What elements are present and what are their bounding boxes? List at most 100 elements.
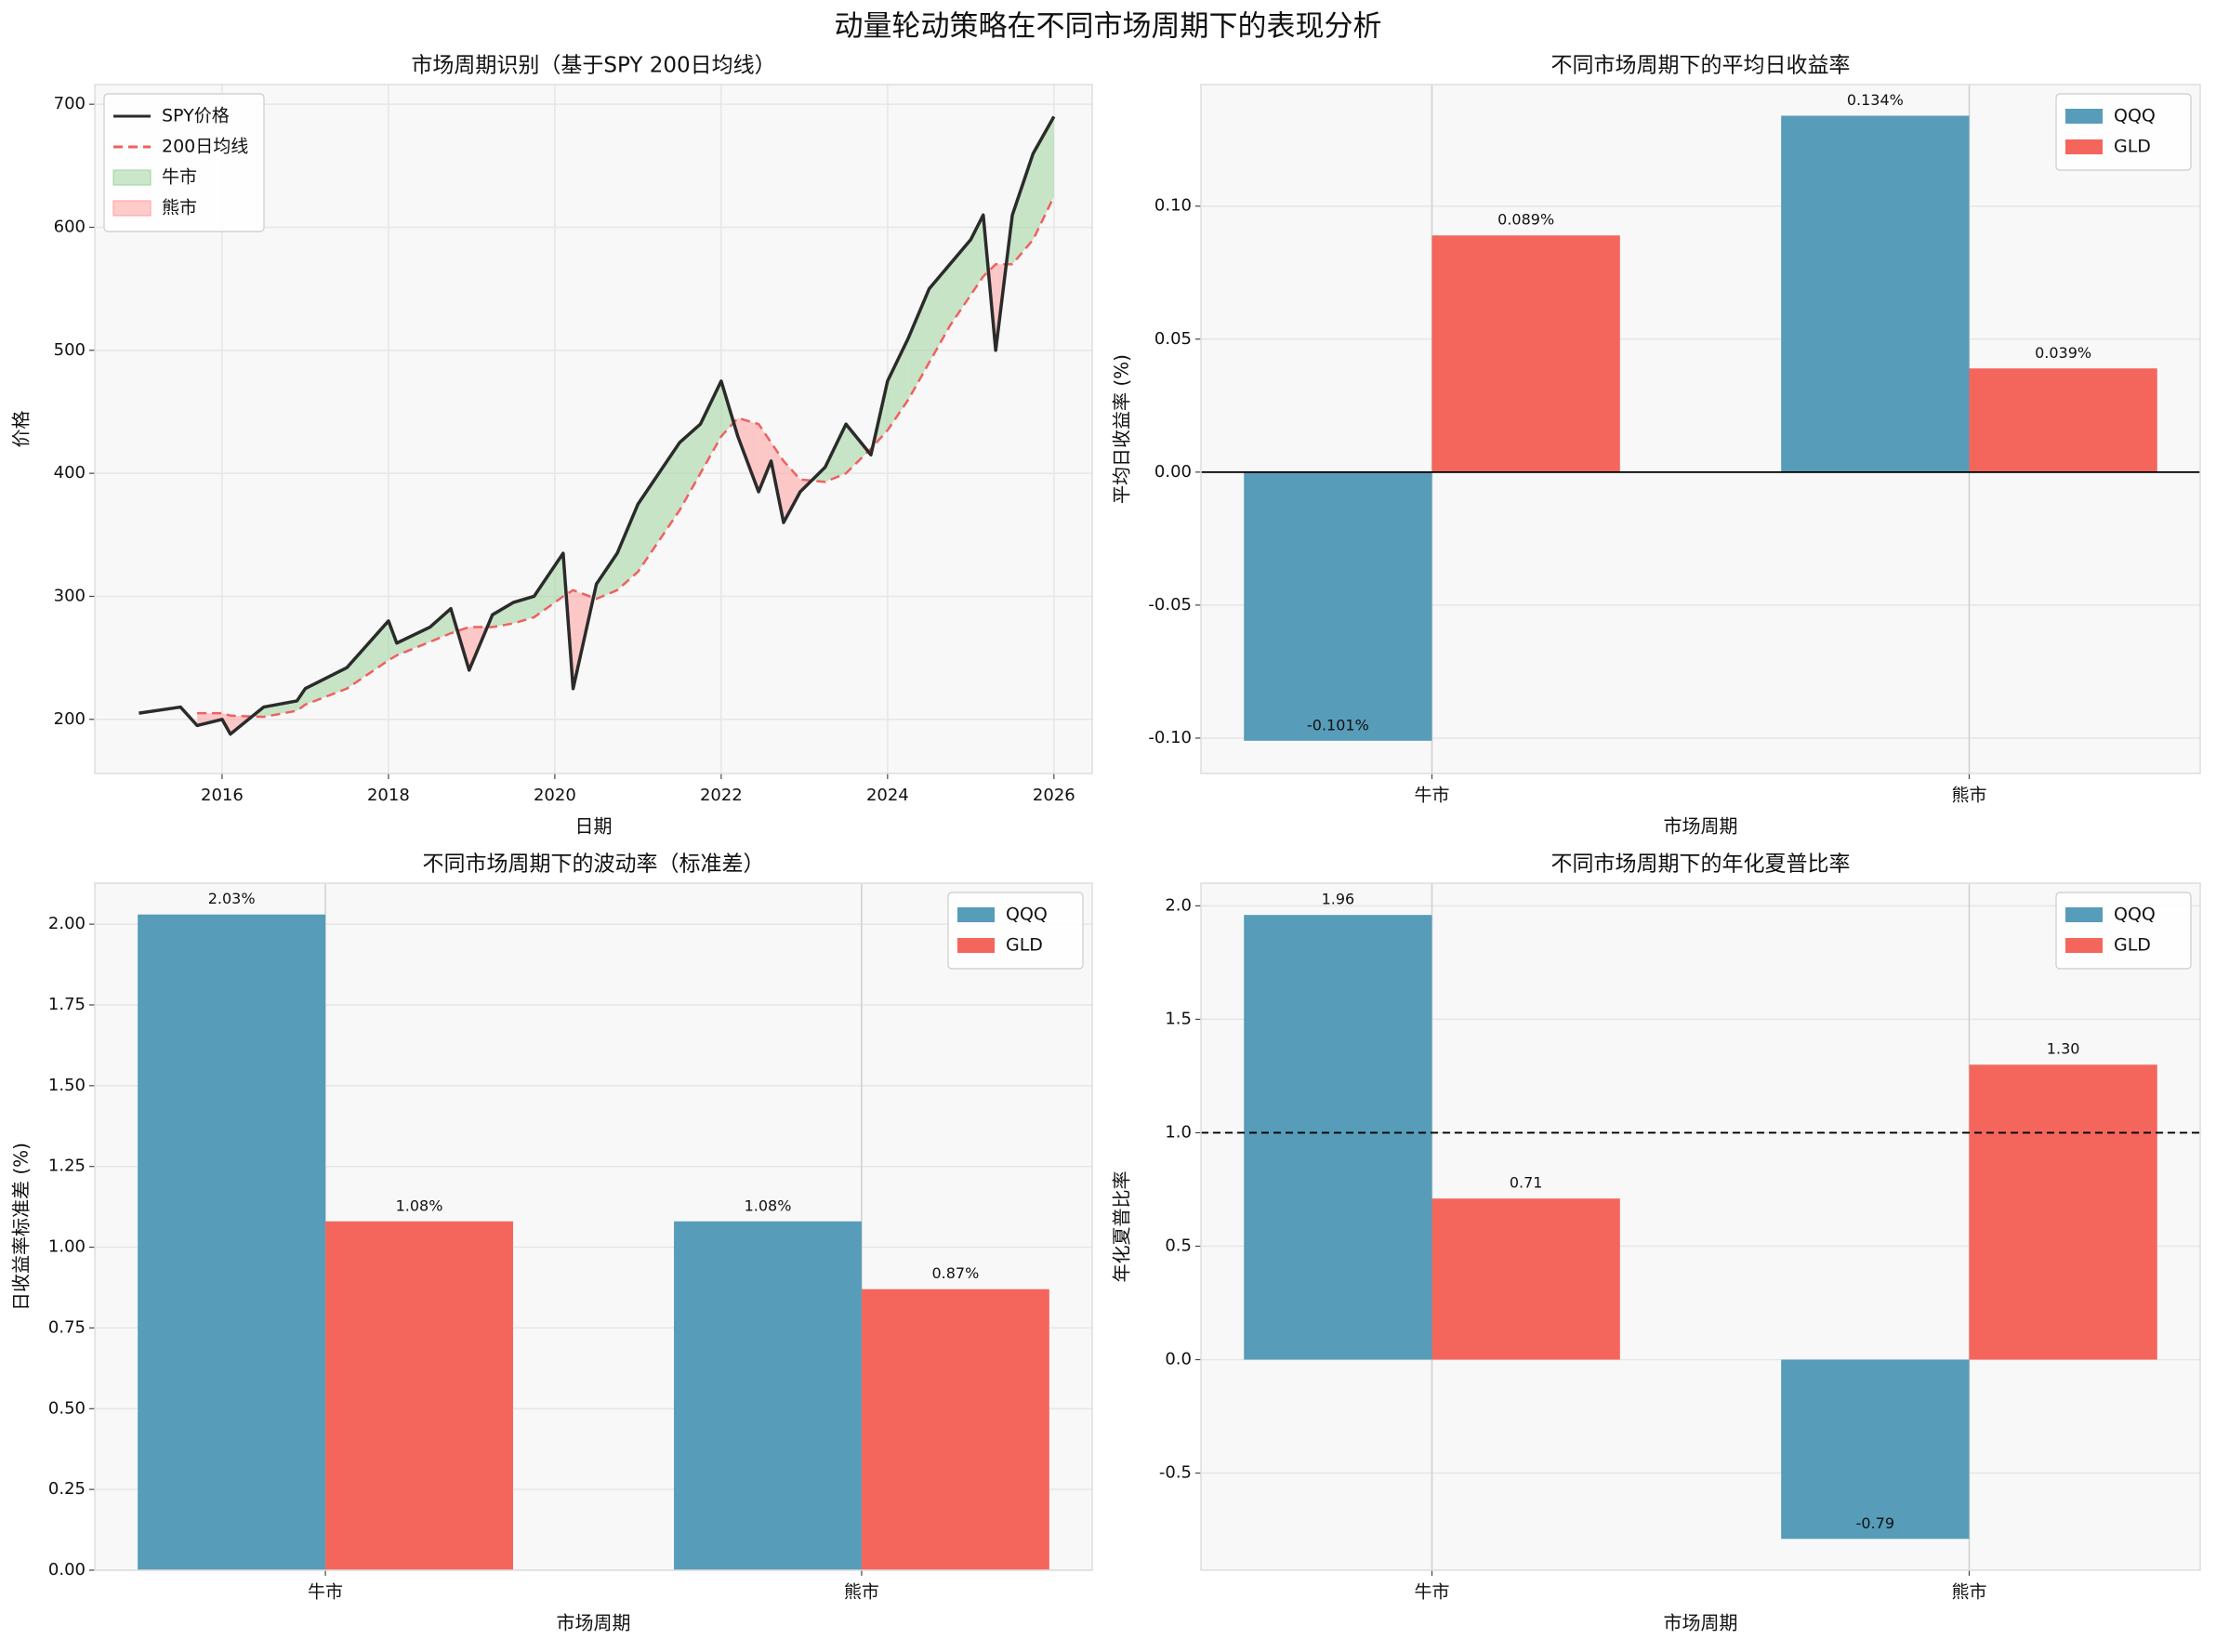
legend-label: QQQ — [2114, 905, 2156, 925]
line-series — [197, 195, 1055, 719]
bull-fill — [513, 596, 534, 624]
subplot-title: 市场周期识别（基于SPY 200日均线） — [411, 54, 775, 78]
subplot-title: 不同市场周期下的波动率（标准差） — [423, 852, 765, 877]
y-tick-label: 1.00 — [48, 1237, 86, 1257]
bull-fill — [429, 608, 452, 642]
subplot-title: 不同市场周期下的平均日收益率 — [1551, 54, 1851, 78]
legend-label: SPY价格 — [162, 106, 230, 126]
legend-label: GLD — [2114, 137, 2151, 157]
bull-fill — [638, 443, 680, 572]
bar — [1781, 1359, 1970, 1540]
legend-swatch — [957, 938, 995, 953]
bar — [1969, 368, 2157, 472]
value-label: 0.71 — [1510, 1174, 1543, 1192]
plot-frame — [94, 882, 1093, 1571]
value-label: -0.101% — [1307, 716, 1369, 733]
x-tick-label: 2020 — [534, 786, 576, 805]
legend-swatch — [2065, 109, 2103, 124]
figure-title: 动量轮动策略在不同市场周期下的表现分析 — [835, 10, 1382, 44]
y-tick-label: -0.5 — [1159, 1463, 1192, 1483]
y-tick-label: 1.25 — [48, 1156, 86, 1176]
y-tick-label: 400 — [54, 463, 86, 482]
bull-fill — [554, 553, 563, 603]
y-tick-label: 0.00 — [1154, 462, 1192, 482]
legend-swatch — [112, 169, 152, 186]
subplot-title: 不同市场周期下的年化夏普比率 — [1551, 852, 1851, 877]
legend: QQQ GLD — [2055, 892, 2192, 970]
bull-fill — [846, 424, 868, 474]
value-label: 1.08% — [745, 1196, 792, 1214]
legend-label: 熊市 — [162, 198, 197, 218]
value-label: -0.79 — [1856, 1514, 1894, 1532]
y-tick-label: 200 — [54, 709, 86, 729]
legend-label: GLD — [2114, 935, 2151, 956]
bull-fill — [617, 504, 639, 590]
y-tick-label: 1.0 — [1165, 1122, 1192, 1142]
y-tick-label: 0.75 — [48, 1317, 86, 1337]
y-tick-label: 1.75 — [48, 995, 86, 1014]
x-tick-label: 牛市 — [1415, 786, 1450, 806]
x-axis-label: 市场周期 — [557, 1612, 631, 1634]
bull-fill — [396, 627, 430, 655]
value-label: 1.08% — [396, 1196, 443, 1214]
y-tick-label: 600 — [54, 217, 86, 236]
bull-fill — [492, 602, 514, 628]
y-axis-label: 年化夏普比率 — [1111, 1171, 1133, 1283]
y-tick-label: -0.05 — [1148, 595, 1192, 615]
bull-fill — [949, 239, 971, 326]
bar — [1431, 1198, 1620, 1360]
x-axis-label: 市场周期 — [1664, 815, 1738, 838]
bull-fill — [929, 264, 950, 363]
legend-swatch — [2065, 907, 2103, 922]
legend-swatch — [2065, 938, 2103, 953]
legend-label: GLD — [1006, 935, 1043, 956]
y-tick-label: 0.00 — [48, 1560, 86, 1579]
y-tick-label: 1.50 — [48, 1076, 86, 1095]
legend-swatch — [2065, 139, 2103, 154]
bull-fill — [1012, 153, 1034, 265]
value-label: 0.089% — [1497, 211, 1554, 229]
bar — [861, 1289, 1049, 1570]
y-tick-label: 0.05 — [1154, 329, 1192, 349]
x-tick-label: 2026 — [1033, 786, 1075, 805]
bar — [325, 1221, 513, 1570]
x-tick-label: 2018 — [367, 786, 410, 805]
x-axis-label: 日期 — [575, 815, 613, 838]
bar — [674, 1221, 862, 1570]
y-tick-label: -0.10 — [1148, 728, 1192, 747]
value-label: 2.03% — [208, 890, 256, 907]
x-tick-label: 2022 — [700, 786, 743, 805]
y-axis-label: 价格 — [10, 411, 33, 448]
bar — [1244, 915, 1432, 1360]
line-series — [138, 115, 1056, 736]
x-tick-label: 熊市 — [844, 1582, 879, 1603]
subplot: -0.5 0.0 0.5 1.0 1.5 2.0 牛市 熊市 1.96 -0.79 0.71 1.30… — [1111, 852, 2201, 1634]
legend: QQQ GLD — [947, 892, 1084, 970]
legend-label: QQQ — [1006, 905, 1048, 925]
y-tick-label: 300 — [54, 586, 86, 605]
bull-fill — [679, 424, 701, 510]
y-tick-label: 0.25 — [48, 1479, 86, 1499]
y-tick-label: 0.0 — [1165, 1350, 1192, 1369]
y-tick-label: 2.00 — [48, 914, 86, 933]
subplot: 0.00 0.25 0.50 0.75 1.00 1.25 1.50 1.75 2.00 牛市 熊市… — [10, 852, 1093, 1634]
value-label: 0.87% — [931, 1264, 979, 1282]
y-axis-label: 日收益率标准差 (%) — [10, 1143, 33, 1311]
x-axis-label: 市场周期 — [1664, 1612, 1738, 1634]
plot-frame — [1200, 84, 2201, 774]
bar — [1781, 115, 1970, 472]
bar — [138, 914, 326, 1570]
bear-fill — [758, 424, 772, 492]
value-label: 1.30 — [2047, 1040, 2080, 1058]
y-tick-label: 500 — [54, 340, 86, 360]
plot-frame — [94, 84, 1093, 774]
bull-fill — [305, 667, 348, 705]
bull-fill — [347, 620, 389, 689]
y-tick-label: 0.50 — [48, 1398, 86, 1418]
legend-swatch — [957, 907, 995, 922]
legend: QQQ GLD — [2055, 93, 2192, 171]
bull-fill — [534, 565, 555, 617]
bull-fill — [263, 700, 297, 718]
bull-fill — [908, 288, 930, 400]
